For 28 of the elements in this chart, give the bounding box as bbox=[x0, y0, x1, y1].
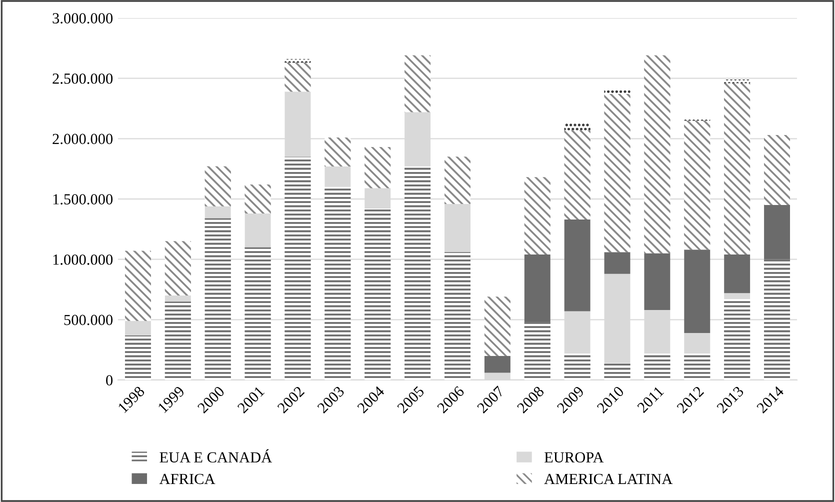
bar bbox=[524, 254, 550, 322]
bar bbox=[124, 320, 151, 336]
bar bbox=[684, 250, 710, 333]
bar bbox=[724, 293, 750, 300]
y-tick-label: 2.000.000 bbox=[52, 134, 113, 144]
y-tick-label: 2.500.000 bbox=[52, 73, 113, 84]
bar bbox=[764, 205, 790, 260]
y-tick-label: 1.500.000 bbox=[53, 194, 113, 205]
bar bbox=[324, 166, 351, 187]
bar bbox=[564, 220, 590, 312]
y-tick-label: 500.000 bbox=[64, 314, 113, 326]
y-tick-label: 3.000.000 bbox=[52, 13, 113, 24]
legend-label: AFRICA bbox=[159, 474, 216, 484]
legend-label: AMERICA LATINA bbox=[544, 474, 673, 484]
bar bbox=[684, 332, 710, 354]
bar bbox=[604, 252, 630, 274]
bar bbox=[724, 254, 750, 294]
x-tick-label: 2011 bbox=[636, 386, 664, 414]
bar bbox=[644, 253, 670, 310]
y-tick-label: 1.000.000 bbox=[53, 254, 113, 265]
y-tick-label: 0 bbox=[106, 375, 113, 386]
bar bbox=[444, 204, 470, 252]
bar bbox=[244, 213, 271, 248]
legend-label: EUA E CANADÁ bbox=[160, 449, 272, 463]
bar bbox=[484, 356, 510, 373]
bar bbox=[164, 296, 191, 302]
legend-label: EUROPA bbox=[544, 452, 604, 463]
bar bbox=[204, 206, 231, 218]
